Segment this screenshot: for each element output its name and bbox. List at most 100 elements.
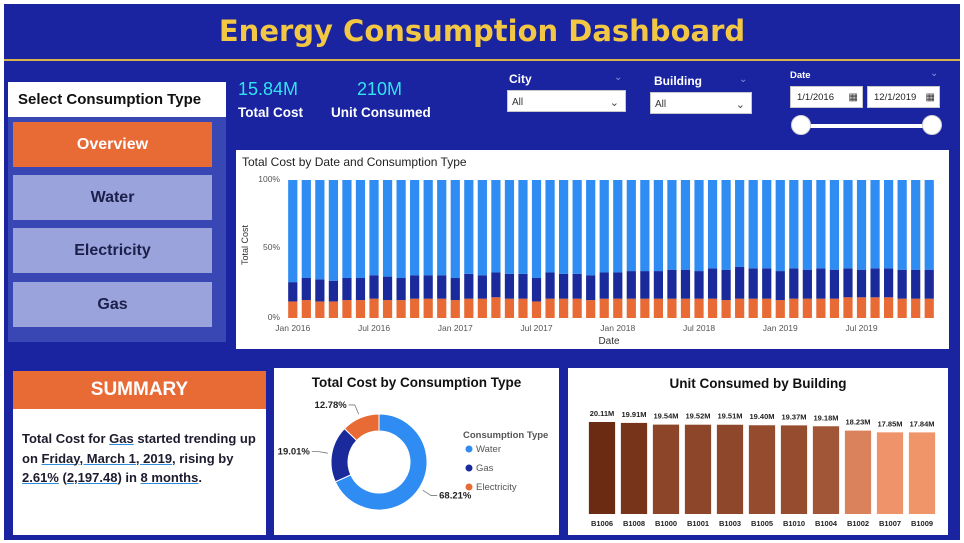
stack-segment-electricity[interactable] [884, 297, 894, 318]
building-filter-chevron-icon[interactable]: ⌄ [739, 74, 748, 85]
stack-segment-electricity[interactable] [423, 298, 433, 318]
stack-segment-water[interactable] [437, 180, 447, 276]
stack-segment-electricity[interactable] [870, 297, 880, 318]
stack-segment-water[interactable] [450, 180, 460, 278]
stack-segment-gas[interactable] [559, 273, 569, 299]
stack-segment-water[interactable] [897, 180, 907, 270]
date-start-input[interactable]: 1/1/2016 ▦ [790, 86, 863, 108]
stack-segment-electricity[interactable] [288, 301, 298, 318]
stack-segment-electricity[interactable] [613, 298, 623, 318]
stack-segment-water[interactable] [423, 180, 433, 276]
stack-segment-water[interactable] [382, 180, 393, 277]
stack-segment-water[interactable] [856, 180, 867, 270]
stack-segment-water[interactable] [911, 180, 921, 270]
nav-button-overview[interactable]: Overview [13, 122, 212, 167]
stack-segment-water[interactable] [707, 180, 718, 269]
stack-segment-water[interactable] [653, 180, 663, 272]
calendar-icon[interactable]: ▦ [848, 92, 858, 103]
stack-segment-gas[interactable] [775, 271, 785, 301]
stack-segment-gas[interactable] [518, 273, 528, 299]
stack-segment-gas[interactable] [884, 268, 894, 298]
stack-segment-water[interactable] [762, 180, 772, 269]
stack-segment-electricity[interactable] [518, 298, 528, 318]
stack-segment-water[interactable] [342, 180, 352, 278]
stack-segment-water[interactable] [586, 180, 596, 276]
stack-segment-electricity[interactable] [355, 300, 366, 318]
stack-segment-electricity[interactable] [396, 300, 406, 318]
stack-segment-water[interactable] [504, 180, 515, 274]
stack-segment-electricity[interactable] [680, 298, 691, 318]
stack-segment-gas[interactable] [342, 277, 352, 301]
stack-segment-water[interactable] [328, 180, 338, 281]
stack-segment-gas[interactable] [450, 277, 460, 301]
date-end-input[interactable]: 12/1/2019 ▦ [867, 86, 940, 108]
stack-segment-water[interactable] [775, 180, 785, 272]
nav-button-gas[interactable]: Gas [13, 282, 212, 327]
stack-segment-water[interactable] [924, 180, 934, 270]
date-slider-start-handle[interactable] [791, 115, 811, 135]
stack-segment-electricity[interactable] [667, 298, 677, 318]
stack-segment-electricity[interactable] [315, 301, 325, 318]
stack-segment-gas[interactable] [694, 271, 704, 299]
stack-segment-gas[interactable] [626, 271, 636, 299]
building-bar[interactable] [748, 425, 776, 514]
stack-segment-gas[interactable] [748, 268, 758, 299]
nav-button-electricity[interactable]: Electricity [13, 228, 212, 273]
stack-segment-electricity[interactable] [531, 301, 542, 318]
stack-segment-electricity[interactable] [897, 298, 907, 318]
stack-segment-electricity[interactable] [504, 298, 515, 318]
stack-segment-water[interactable] [410, 180, 420, 276]
stack-segment-electricity[interactable] [762, 298, 772, 318]
stack-segment-gas[interactable] [437, 275, 447, 299]
date-slider-end-handle[interactable] [922, 115, 942, 135]
building-bar[interactable] [844, 430, 872, 514]
stack-segment-electricity[interactable] [491, 297, 501, 318]
stack-segment-electricity[interactable] [843, 297, 853, 318]
stack-segment-electricity[interactable] [775, 300, 785, 318]
stack-segment-gas[interactable] [355, 277, 366, 301]
building-dropdown[interactable]: All ⌄ [650, 92, 752, 114]
stack-segment-gas[interactable] [464, 273, 474, 299]
stack-segment-electricity[interactable] [924, 298, 934, 318]
stack-segment-gas[interactable] [762, 268, 772, 299]
stack-segment-electricity[interactable] [369, 298, 379, 318]
stack-segment-gas[interactable] [667, 269, 677, 299]
stack-segment-electricity[interactable] [829, 298, 840, 318]
stack-segment-electricity[interactable] [816, 298, 826, 318]
stack-segment-gas[interactable] [586, 275, 596, 301]
stack-segment-gas[interactable] [856, 269, 867, 298]
stack-segment-gas[interactable] [721, 269, 731, 301]
stack-segment-electricity[interactable] [640, 298, 650, 318]
stack-segment-electricity[interactable] [464, 298, 474, 318]
stack-segment-gas[interactable] [531, 277, 542, 302]
stack-segment-water[interactable] [288, 180, 298, 283]
nav-button-water[interactable]: Water [13, 175, 212, 220]
building-bar[interactable] [876, 432, 904, 514]
calendar-icon[interactable]: ▦ [925, 92, 935, 103]
stack-segment-water[interactable] [315, 180, 325, 280]
stack-segment-electricity[interactable] [328, 301, 338, 318]
stack-segment-gas[interactable] [396, 277, 406, 301]
building-bar[interactable] [812, 426, 840, 514]
stack-segment-water[interactable] [599, 180, 609, 273]
stack-segment-electricity[interactable] [301, 300, 311, 318]
stack-segment-gas[interactable] [315, 279, 325, 302]
donut-slice-water[interactable] [334, 413, 428, 511]
stack-segment-electricity[interactable] [856, 297, 867, 318]
stack-segment-water[interactable] [545, 180, 555, 273]
stack-segment-water[interactable] [884, 180, 894, 269]
stack-segment-electricity[interactable] [599, 298, 609, 318]
stack-segment-gas[interactable] [288, 282, 298, 302]
stack-segment-water[interactable] [789, 180, 799, 269]
stack-segment-gas[interactable] [301, 277, 311, 301]
stack-segment-gas[interactable] [789, 268, 799, 299]
stack-segment-gas[interactable] [491, 272, 501, 298]
stack-segment-gas[interactable] [504, 273, 515, 299]
stack-segment-gas[interactable] [382, 276, 393, 301]
stack-segment-electricity[interactable] [721, 300, 731, 318]
stack-segment-water[interactable] [694, 180, 704, 272]
stack-segment-electricity[interactable] [410, 298, 420, 318]
stack-segment-gas[interactable] [613, 272, 623, 299]
stack-segment-water[interactable] [559, 180, 569, 274]
city-filter-chevron-icon[interactable]: ⌄ [614, 72, 623, 83]
